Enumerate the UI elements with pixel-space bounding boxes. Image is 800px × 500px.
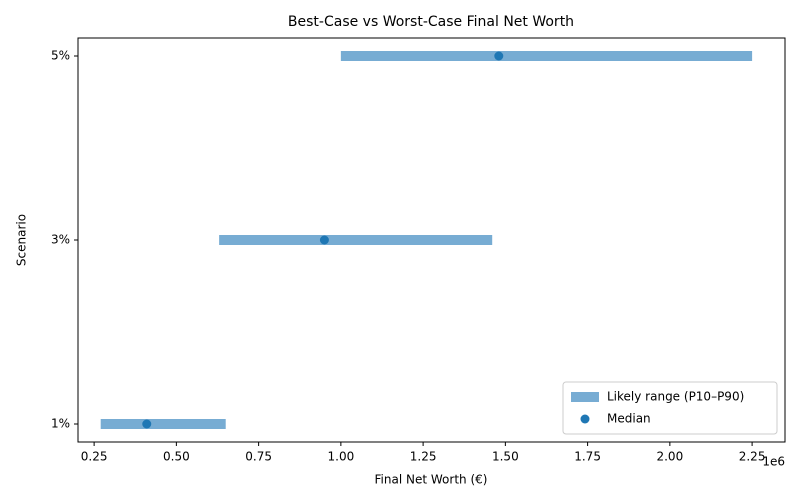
x-tick-label: 1.25: [410, 450, 437, 464]
x-axis-label: Final Net Worth (€): [375, 473, 488, 487]
range-bar: [219, 235, 493, 245]
chart-title: Best-Case vs Worst-Case Final Net Worth: [288, 14, 574, 30]
median-point: [319, 235, 329, 245]
x-tick-label: 1.50: [492, 450, 519, 464]
median-point: [494, 51, 504, 61]
y-tick-label: 1%: [51, 417, 70, 431]
x-tick-label: 2.25: [739, 450, 766, 464]
legend-label: Median: [607, 412, 651, 426]
legend-label: Likely range (P10–P90): [607, 390, 744, 404]
x-tick-label: 1.75: [574, 450, 601, 464]
x-offset-label: 1e6: [762, 455, 785, 469]
x-tick-label: 1.00: [328, 450, 355, 464]
y-tick-label: 5%: [51, 49, 70, 63]
x-tick-label: 0.50: [163, 450, 190, 464]
range-bar: [340, 51, 753, 61]
legend-swatch: [580, 414, 590, 424]
range-bar: [100, 419, 226, 429]
legend-swatch: [571, 392, 599, 402]
y-tick-label: 3%: [51, 233, 70, 247]
legend-box: [562, 381, 778, 435]
y-axis-label: Scenario: [15, 214, 29, 266]
x-tick-label: 0.25: [81, 450, 108, 464]
median-point: [142, 419, 152, 429]
x-tick-label: 0.75: [245, 450, 272, 464]
x-tick-label: 2.00: [656, 450, 683, 464]
